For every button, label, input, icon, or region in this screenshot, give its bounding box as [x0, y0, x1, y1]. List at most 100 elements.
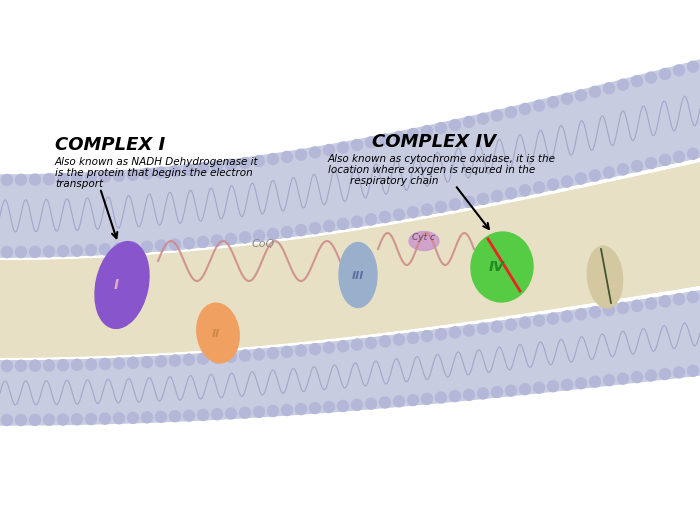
- Circle shape: [281, 405, 293, 415]
- Circle shape: [1, 247, 13, 258]
- Circle shape: [351, 140, 363, 151]
- Circle shape: [589, 86, 601, 97]
- Circle shape: [71, 414, 83, 425]
- Circle shape: [687, 61, 699, 72]
- Circle shape: [351, 216, 363, 227]
- Circle shape: [351, 216, 363, 227]
- Ellipse shape: [197, 303, 239, 363]
- Circle shape: [659, 296, 671, 307]
- Circle shape: [407, 332, 419, 343]
- Circle shape: [519, 317, 531, 328]
- Circle shape: [533, 315, 545, 326]
- Circle shape: [267, 228, 279, 239]
- Circle shape: [267, 348, 279, 359]
- Circle shape: [71, 173, 83, 184]
- Text: Also known as cytochrome oxidase, it is the: Also known as cytochrome oxidase, it is …: [328, 154, 556, 164]
- Circle shape: [477, 193, 489, 204]
- Circle shape: [463, 117, 475, 128]
- Circle shape: [15, 174, 27, 185]
- Circle shape: [435, 123, 447, 133]
- Circle shape: [225, 351, 237, 362]
- Circle shape: [505, 319, 517, 330]
- Circle shape: [491, 321, 503, 332]
- Circle shape: [533, 382, 545, 393]
- Circle shape: [127, 358, 139, 369]
- Circle shape: [561, 379, 573, 390]
- Circle shape: [631, 161, 643, 172]
- Circle shape: [71, 414, 83, 425]
- Circle shape: [239, 350, 251, 361]
- Circle shape: [421, 331, 433, 342]
- Circle shape: [547, 97, 559, 108]
- Circle shape: [379, 336, 391, 347]
- Circle shape: [295, 404, 307, 415]
- Circle shape: [169, 166, 181, 177]
- Circle shape: [365, 338, 377, 349]
- Circle shape: [309, 147, 321, 158]
- Polygon shape: [0, 60, 700, 257]
- Text: transport: transport: [55, 179, 103, 189]
- Circle shape: [533, 182, 545, 193]
- Circle shape: [659, 154, 671, 165]
- Circle shape: [15, 246, 27, 257]
- Circle shape: [435, 202, 447, 213]
- Circle shape: [575, 378, 587, 388]
- Circle shape: [673, 65, 685, 76]
- Circle shape: [491, 110, 503, 121]
- Circle shape: [533, 382, 545, 393]
- Circle shape: [477, 193, 489, 204]
- Circle shape: [575, 90, 587, 101]
- Circle shape: [15, 246, 27, 257]
- Circle shape: [393, 396, 405, 407]
- Circle shape: [435, 329, 447, 340]
- Circle shape: [85, 245, 97, 256]
- Circle shape: [645, 370, 657, 381]
- Circle shape: [463, 196, 475, 207]
- Text: is the protein that begins the electron: is the protein that begins the electron: [55, 168, 253, 178]
- Circle shape: [407, 129, 419, 140]
- Circle shape: [687, 148, 699, 159]
- Circle shape: [617, 79, 629, 90]
- Circle shape: [379, 397, 391, 408]
- Circle shape: [71, 360, 83, 371]
- Circle shape: [575, 378, 587, 388]
- Circle shape: [673, 367, 685, 378]
- Circle shape: [505, 385, 517, 396]
- Circle shape: [57, 360, 69, 371]
- Polygon shape: [0, 163, 700, 357]
- Circle shape: [29, 414, 41, 425]
- Circle shape: [673, 65, 685, 76]
- Circle shape: [225, 408, 237, 419]
- Circle shape: [421, 125, 433, 136]
- Circle shape: [449, 120, 461, 131]
- Circle shape: [589, 376, 601, 387]
- Circle shape: [141, 168, 153, 179]
- Circle shape: [295, 345, 307, 356]
- Circle shape: [603, 83, 615, 94]
- Text: II: II: [212, 329, 220, 339]
- Circle shape: [239, 158, 251, 169]
- Circle shape: [169, 239, 181, 250]
- Circle shape: [351, 400, 363, 411]
- Circle shape: [29, 174, 41, 185]
- Circle shape: [673, 367, 685, 378]
- Circle shape: [1, 415, 13, 426]
- Circle shape: [1, 174, 13, 185]
- Circle shape: [309, 223, 321, 234]
- Circle shape: [99, 171, 111, 182]
- Circle shape: [337, 142, 349, 153]
- Circle shape: [211, 409, 223, 420]
- Circle shape: [337, 218, 349, 229]
- Circle shape: [351, 339, 363, 350]
- Circle shape: [365, 214, 377, 225]
- Polygon shape: [0, 0, 700, 175]
- Circle shape: [127, 358, 139, 369]
- Circle shape: [449, 327, 461, 338]
- Circle shape: [15, 360, 27, 371]
- Circle shape: [127, 170, 139, 181]
- Circle shape: [29, 360, 41, 371]
- Text: IV: IV: [489, 260, 505, 274]
- Circle shape: [519, 185, 531, 196]
- Circle shape: [155, 167, 167, 178]
- Circle shape: [281, 151, 293, 162]
